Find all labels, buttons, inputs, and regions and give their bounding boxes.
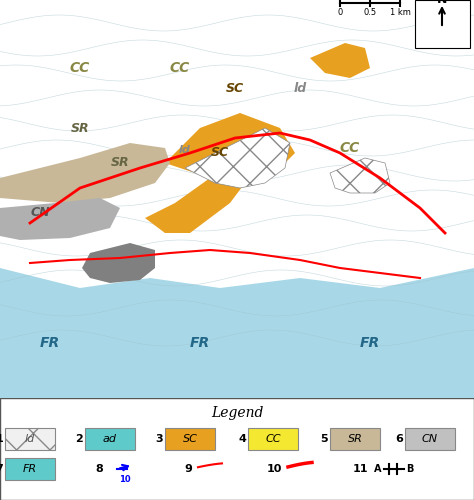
Text: 10: 10 bbox=[266, 464, 282, 474]
Polygon shape bbox=[310, 43, 370, 78]
Text: SR: SR bbox=[71, 122, 89, 134]
Text: SR: SR bbox=[347, 434, 363, 444]
Bar bbox=[405, 428, 455, 450]
Text: B: B bbox=[406, 464, 414, 474]
Text: FR: FR bbox=[360, 336, 380, 350]
Text: 7: 7 bbox=[0, 464, 3, 474]
Polygon shape bbox=[82, 243, 155, 283]
Text: CC: CC bbox=[340, 141, 360, 155]
Text: N: N bbox=[437, 0, 447, 6]
Text: SC: SC bbox=[211, 146, 229, 160]
Text: 8: 8 bbox=[95, 464, 103, 474]
Polygon shape bbox=[145, 168, 245, 233]
Text: ad: ad bbox=[103, 434, 117, 444]
Text: SC: SC bbox=[226, 82, 244, 94]
Polygon shape bbox=[0, 268, 474, 398]
Text: 9: 9 bbox=[184, 464, 192, 474]
Text: FR: FR bbox=[190, 336, 210, 350]
Text: 11: 11 bbox=[353, 464, 368, 474]
Text: 10: 10 bbox=[119, 475, 131, 484]
Text: FR: FR bbox=[23, 464, 37, 474]
Polygon shape bbox=[330, 158, 390, 193]
Text: 0: 0 bbox=[337, 8, 343, 17]
Text: SR: SR bbox=[111, 156, 129, 170]
Text: 3: 3 bbox=[155, 434, 163, 444]
Text: ld: ld bbox=[293, 82, 307, 94]
Text: 2: 2 bbox=[75, 434, 83, 444]
Text: CN: CN bbox=[30, 206, 50, 220]
Text: 0.5: 0.5 bbox=[364, 8, 376, 17]
Text: FR: FR bbox=[40, 336, 60, 350]
Bar bbox=[248, 428, 298, 450]
Polygon shape bbox=[165, 113, 295, 183]
Text: 4: 4 bbox=[238, 434, 246, 444]
Bar bbox=[5, 428, 55, 450]
Bar bbox=[165, 428, 215, 450]
Bar bbox=[85, 428, 135, 450]
Text: 5: 5 bbox=[320, 434, 328, 444]
Text: SC: SC bbox=[182, 434, 198, 444]
Polygon shape bbox=[0, 143, 170, 203]
Text: 6: 6 bbox=[395, 434, 403, 444]
Bar bbox=[5, 458, 55, 480]
Text: Legend: Legend bbox=[211, 406, 263, 420]
Polygon shape bbox=[0, 198, 120, 240]
Text: CN: CN bbox=[422, 434, 438, 444]
Text: CC: CC bbox=[70, 61, 90, 75]
Polygon shape bbox=[185, 128, 290, 188]
Text: ld: ld bbox=[179, 145, 191, 155]
Text: CC: CC bbox=[170, 61, 190, 75]
Text: 1: 1 bbox=[0, 434, 3, 444]
Bar bbox=[330, 428, 380, 450]
Text: CC: CC bbox=[265, 434, 281, 444]
Text: 1 km: 1 km bbox=[390, 8, 410, 17]
Text: A: A bbox=[374, 464, 382, 474]
Bar bbox=[415, 0, 470, 48]
Text: ld: ld bbox=[25, 434, 35, 444]
